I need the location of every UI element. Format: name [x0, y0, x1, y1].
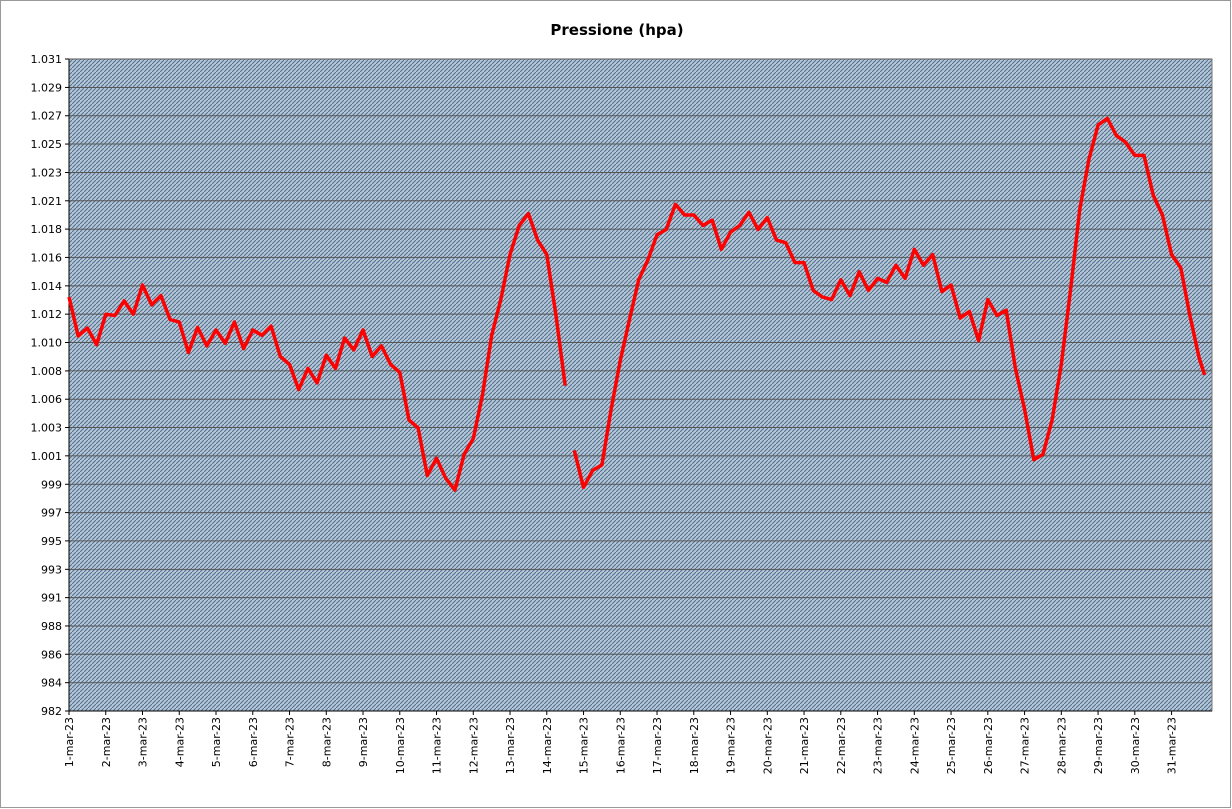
- x-tick-label: 31-mar-23: [1166, 717, 1179, 774]
- x-tick-label: 6-mar-23: [247, 717, 260, 767]
- y-tick-label: 993: [41, 563, 62, 576]
- y-tick-label: 1.016: [31, 251, 63, 264]
- y-tick-label: 1.031: [31, 53, 63, 66]
- y-tick-label: 1.008: [31, 365, 63, 378]
- y-tick-label: 1.027: [31, 110, 63, 123]
- x-tick-label: 20-mar-23: [761, 717, 774, 774]
- y-tick-label: 1.006: [31, 393, 63, 406]
- x-tick-label: 25-mar-23: [945, 717, 958, 774]
- x-tick-label: 24-mar-23: [908, 717, 921, 774]
- x-tick-label: 27-mar-23: [1019, 717, 1032, 774]
- x-tick-label: 28-mar-23: [1055, 717, 1068, 774]
- x-tick-label: 26-mar-23: [982, 717, 995, 774]
- x-tick-label: 13-mar-23: [504, 717, 517, 774]
- y-tick-label: 999: [41, 478, 62, 491]
- x-tick-label: 30-mar-23: [1129, 717, 1142, 774]
- y-tick-label: 1.012: [31, 308, 63, 321]
- x-tick-label: 17-mar-23: [651, 717, 664, 774]
- x-tick-label: 2-mar-23: [100, 717, 113, 767]
- x-tick-label: 18-mar-23: [688, 717, 701, 774]
- x-tick-label: 23-mar-23: [872, 717, 885, 774]
- x-tick-label: 7-mar-23: [284, 717, 297, 767]
- y-tick-label: 1.021: [31, 195, 63, 208]
- x-tick-label: 14-mar-23: [541, 717, 554, 774]
- y-tick-label: 1.014: [31, 280, 63, 293]
- y-tick-label: 1.025: [31, 138, 63, 151]
- y-tick-label: 995: [41, 535, 62, 548]
- y-tick-label: 1.010: [31, 336, 63, 349]
- y-tick-label: 1.023: [31, 166, 63, 179]
- y-tick-label: 986: [41, 648, 62, 661]
- y-tick-label: 1.018: [31, 223, 63, 236]
- x-tick-label: 15-mar-23: [578, 717, 591, 774]
- y-tick-label: 1.003: [31, 422, 63, 435]
- y-tick-label: 1.001: [31, 450, 63, 463]
- x-tick-label: 16-mar-23: [614, 717, 627, 774]
- x-tick-label: 21-mar-23: [798, 717, 811, 774]
- x-tick-label: 1-mar-23: [63, 717, 76, 767]
- y-tick-label: 984: [41, 677, 62, 690]
- x-tick-label: 8-mar-23: [320, 717, 333, 767]
- x-tick-label: 22-mar-23: [835, 717, 848, 774]
- x-tick-label: 12-mar-23: [467, 717, 480, 774]
- y-tick-label: 982: [41, 705, 62, 718]
- x-tick-label: 5-mar-23: [210, 717, 223, 767]
- chart-title: Pressione (hpa): [550, 21, 683, 39]
- y-tick-label: 988: [41, 620, 62, 633]
- x-tick-label: 4-mar-23: [173, 717, 186, 767]
- y-tick-label: 997: [41, 507, 62, 520]
- data-line: [67, 116, 1207, 492]
- x-tick-label: 10-mar-23: [394, 717, 407, 774]
- y-tick-label: 1.029: [31, 81, 63, 94]
- x-tick-label: 3-mar-23: [137, 717, 150, 767]
- x-tick-label: 11-mar-23: [431, 717, 444, 774]
- x-tick-label: 9-mar-23: [357, 717, 370, 767]
- x-tick-label: 29-mar-23: [1092, 717, 1105, 774]
- plot-area: [68, 58, 1213, 712]
- y-tick-label: 991: [41, 592, 62, 605]
- x-tick-label: 19-mar-23: [725, 717, 738, 774]
